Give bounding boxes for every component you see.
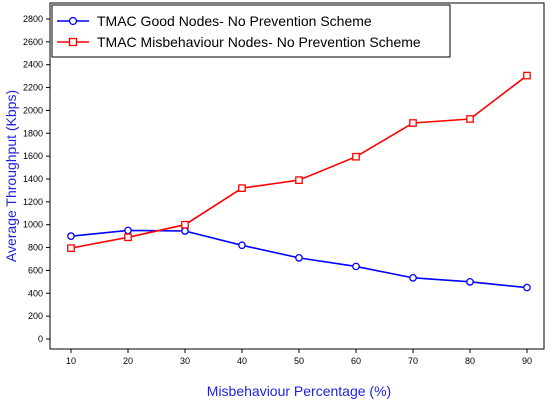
data-point-0 bbox=[181, 227, 189, 235]
x-tick-label: 20 bbox=[123, 356, 133, 366]
legend: TMAC Good Nodes- No Prevention Scheme TMA… bbox=[51, 4, 451, 58]
data-point-0 bbox=[352, 262, 360, 271]
x-axis: 10 20 30 40 50 60 70 80 90 bbox=[66, 349, 532, 366]
data-point-0 bbox=[295, 254, 303, 262]
data-point-1 bbox=[466, 115, 474, 123]
data-point-0 bbox=[523, 283, 531, 292]
y-axis: 0 200 400 600 800 1000 1200 1400 1600 1800 2000 220… bbox=[23, 14, 50, 344]
data-point-1 bbox=[295, 176, 303, 184]
data-point-1 bbox=[352, 152, 360, 161]
legend-marker-0 bbox=[68, 16, 78, 26]
data-point-0 bbox=[409, 274, 417, 282]
y-tick-label: 800 bbox=[28, 243, 43, 253]
x-tick-label: 10 bbox=[66, 356, 76, 366]
legend-label-0: TMAC Good Nodes- No Prevention Scheme bbox=[97, 13, 372, 29]
data-point-1 bbox=[67, 244, 75, 252]
series-line-1 bbox=[70, 74, 528, 249]
y-tick-label: 600 bbox=[28, 265, 43, 275]
y-tick-label: 0 bbox=[38, 334, 43, 344]
legend-label-1: TMAC Misbehaviour Nodes- No Prevention S… bbox=[97, 34, 421, 50]
x-tick-label: 30 bbox=[180, 356, 190, 366]
data-point-0 bbox=[124, 226, 132, 235]
x-tick-label: 70 bbox=[408, 356, 418, 366]
data-point-1 bbox=[124, 233, 132, 242]
y-tick-label: 2400 bbox=[23, 60, 43, 70]
x-tick-label: 50 bbox=[294, 356, 304, 366]
x-axis-title: Misbehaviour Percentage (%) bbox=[207, 383, 391, 399]
y-tick-label: 2800 bbox=[23, 14, 43, 24]
y-tick-label: 1800 bbox=[23, 128, 43, 138]
data-point-1 bbox=[181, 220, 189, 229]
x-tick-label: 80 bbox=[465, 356, 475, 366]
y-tick-label: 2600 bbox=[23, 37, 43, 47]
y-tick-label: 400 bbox=[28, 288, 43, 298]
x-tick-label: 90 bbox=[522, 356, 532, 366]
y-tick-label: 1400 bbox=[23, 174, 43, 184]
y-tick-label: 2200 bbox=[23, 83, 43, 93]
data-point-0 bbox=[238, 241, 246, 250]
series-layer bbox=[67, 71, 531, 292]
y-tick-label: 1200 bbox=[23, 197, 43, 207]
y-tick-label: 2000 bbox=[23, 105, 43, 115]
data-point-0 bbox=[466, 278, 474, 286]
y-tick-label: 200 bbox=[28, 311, 43, 321]
legend-marker-1 bbox=[68, 37, 78, 47]
data-point-0 bbox=[67, 232, 75, 240]
x-tick-label: 60 bbox=[351, 356, 361, 366]
legend-box bbox=[51, 4, 451, 58]
data-point-1 bbox=[238, 184, 246, 192]
data-point-1 bbox=[409, 119, 417, 127]
data-point-1 bbox=[523, 71, 531, 80]
y-tick-label: 1000 bbox=[23, 220, 43, 230]
y-axis-title: Average Throughput (Kbps) bbox=[3, 90, 19, 262]
y-tick-label: 1600 bbox=[23, 151, 43, 161]
x-tick-label: 40 bbox=[237, 356, 247, 366]
plot-frame bbox=[49, 2, 545, 350]
